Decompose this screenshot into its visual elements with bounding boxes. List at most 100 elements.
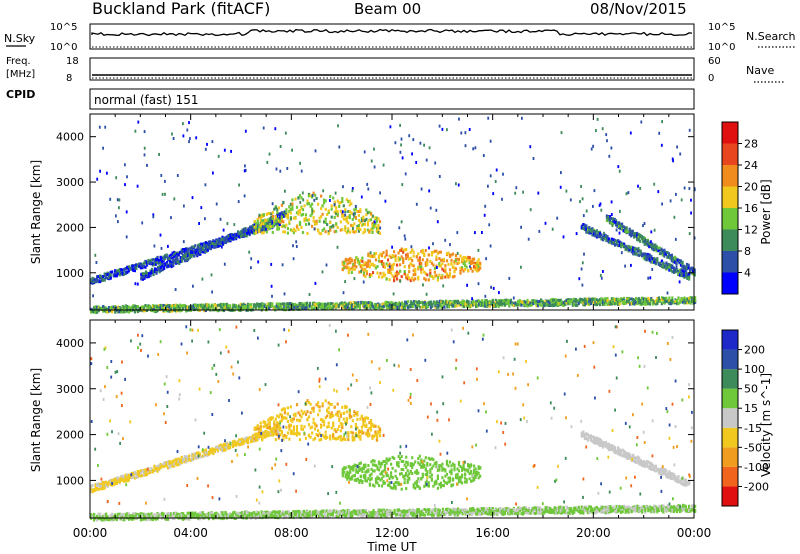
heatmap-cell <box>354 230 357 233</box>
heatmap-cell <box>212 447 215 451</box>
heatmap-cell <box>636 231 639 235</box>
heatmap-cell <box>433 266 436 270</box>
heatmap-cell <box>109 483 112 487</box>
heatmap-cell <box>421 251 424 255</box>
heatmap-cell <box>633 250 636 254</box>
heatmap-cell <box>606 299 609 303</box>
heatmap-cell <box>543 303 546 307</box>
heatmap-cell <box>199 252 202 256</box>
heatmap-cell <box>298 307 301 311</box>
heatmap-cell <box>638 300 641 304</box>
heatmap-cell <box>283 230 286 234</box>
heatmap-cell <box>173 304 176 308</box>
heatmap-cell <box>259 216 262 220</box>
heatmap-cell <box>362 231 365 235</box>
heatmap-cell <box>121 268 124 272</box>
heatmap-cell <box>172 260 175 264</box>
heatmap-cell <box>673 215 676 219</box>
heatmap-cell <box>414 304 417 308</box>
heatmap-cell <box>153 267 157 271</box>
heatmap-cell <box>274 206 277 210</box>
heatmap-cell <box>476 267 479 270</box>
heatmap-cell <box>124 305 127 309</box>
heatmap-cell <box>126 479 129 483</box>
heatmap-cell <box>357 218 360 222</box>
heatmap-cell <box>181 256 184 260</box>
heatmap-cell <box>221 446 224 449</box>
heatmap-cell <box>282 230 285 234</box>
heatmap-cell <box>164 262 167 266</box>
heatmap-cell <box>343 305 346 309</box>
heatmap-cell <box>102 484 105 488</box>
heatmap-cell <box>120 478 123 482</box>
heatmap-cell <box>485 300 488 304</box>
heatmap-cell <box>612 241 615 244</box>
heatmap-cell <box>656 300 659 304</box>
heatmap-cell <box>625 192 628 196</box>
heatmap-cell <box>382 262 385 265</box>
heatmap-cell <box>537 300 540 304</box>
heatmap-cell <box>474 265 477 269</box>
heatmap-cell <box>393 255 396 259</box>
heatmap-cell <box>164 463 167 467</box>
heatmap-cell <box>628 232 631 236</box>
heatmap-cell <box>344 280 346 284</box>
heatmap-cell <box>443 305 446 309</box>
y-tick-label: 4000 <box>56 131 84 144</box>
heatmap-cell <box>121 477 124 481</box>
heatmap-cell <box>397 258 400 262</box>
heatmap-cell <box>286 167 289 170</box>
heatmap-cell <box>410 300 413 304</box>
heatmap-cell <box>192 457 195 461</box>
heatmap-cell <box>416 304 419 308</box>
heatmap-cell <box>414 300 417 304</box>
heatmap-cell <box>394 259 397 263</box>
heatmap-cell <box>144 470 147 474</box>
heatmap-cell <box>307 222 311 226</box>
heatmap-cell <box>123 305 126 309</box>
heatmap-cell <box>150 469 153 473</box>
heatmap-cell <box>471 269 474 273</box>
heatmap-cell <box>106 481 109 485</box>
heatmap-cell <box>538 299 541 303</box>
heatmap-cell <box>622 229 625 233</box>
heatmap-cell <box>182 458 185 461</box>
heatmap-cell <box>286 216 289 219</box>
heatmap-cell <box>442 257 445 261</box>
heatmap-cell <box>669 256 672 260</box>
heatmap-cell <box>444 267 447 271</box>
heatmap-cell <box>132 304 135 308</box>
heatmap-cell <box>675 268 679 272</box>
heatmap-cell <box>326 213 329 216</box>
heatmap-cell <box>206 451 209 455</box>
heatmap-cell <box>205 249 208 253</box>
heatmap-cell <box>345 219 348 223</box>
heatmap-cell <box>171 253 174 257</box>
heatmap-cell <box>149 274 152 277</box>
heatmap-cell <box>692 267 695 270</box>
heatmap-cell <box>391 254 394 257</box>
heatmap-cell <box>139 474 142 478</box>
heatmap-cell <box>432 250 435 254</box>
heatmap-cell <box>351 304 354 308</box>
heatmap-cell <box>564 302 567 306</box>
heatmap-cell <box>464 303 467 307</box>
heatmap-cell <box>392 302 395 306</box>
heatmap-cell <box>152 213 155 217</box>
heatmap-cell <box>91 490 94 494</box>
heatmap-cell <box>444 264 447 268</box>
heatmap-cell <box>270 220 273 224</box>
heatmap-cell <box>300 169 303 173</box>
heatmap-cell <box>372 304 375 308</box>
heatmap-cell <box>123 272 126 276</box>
heatmap-cell <box>641 254 644 258</box>
heatmap-cell <box>139 469 142 473</box>
heatmap-cell <box>357 224 360 227</box>
heatmap-cell <box>160 266 163 270</box>
heatmap-cell <box>593 189 596 193</box>
heatmap-cell <box>263 304 266 308</box>
heatmap-cell <box>585 230 588 234</box>
heatmap-cell <box>234 237 237 240</box>
heatmap-cell <box>243 169 246 173</box>
heatmap-cell <box>648 302 651 306</box>
